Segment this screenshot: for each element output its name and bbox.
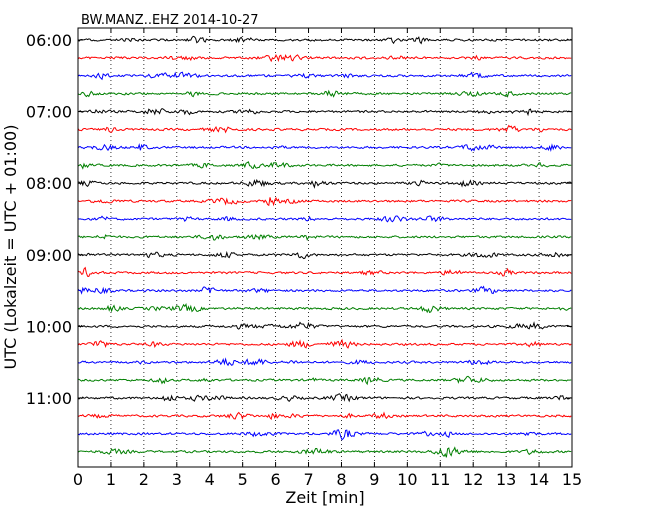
seismogram-trace [77,107,572,117]
seismogram-trace [77,266,572,278]
seismogram-trace [77,124,572,134]
x-tick-label: 8 [336,470,346,489]
x-tick-label: 7 [303,470,313,489]
traces [77,35,572,458]
seismogram-trace [77,375,572,386]
x-tick-label: 11 [430,470,450,489]
seismogram-trace [77,161,572,170]
y-tick-label: 07:00 [26,103,72,122]
seismogram-trace [77,411,572,421]
chart-title: BW.MANZ..EHZ 2014-10-27 [81,13,259,28]
x-tick-label: 1 [106,470,116,489]
seismogram-trace [77,71,572,81]
seismogram-trace [77,196,572,207]
x-tick-label: 0 [73,470,83,489]
seismogram-trace [77,429,572,441]
y-tick-label: 10:00 [26,317,72,336]
x-axis-label: Zeit [min] [285,488,364,507]
x-axis: 0 1 2 3 4 5 6 7 8 9 10 11 12 13 14 15 [73,28,582,489]
x-tick-label: 2 [139,470,149,489]
seismogram-trace [77,233,572,241]
x-tick-label: 10 [397,470,417,489]
seismogram-trace [77,446,572,458]
x-tick-label: 5 [238,470,248,489]
y-tick-label: 09:00 [26,246,72,265]
seismogram-trace [77,338,572,349]
x-tick-label: 14 [529,470,549,489]
seismogram-trace [77,285,572,295]
x-tick-label: 13 [496,470,516,489]
y-axis: 06:00 07:00 08:00 09:00 10:00 11:00 [26,31,572,408]
seismogram-trace [77,302,572,314]
seismogram-trace [77,393,572,403]
x-tick-label: 9 [369,470,379,489]
y-tick-label: 08:00 [26,174,72,193]
x-tick-label: 4 [205,470,215,489]
x-tick-label: 15 [562,470,582,489]
x-tick-label: 12 [463,470,483,489]
plot-frame [77,27,573,468]
seismogram-trace [77,357,572,367]
seismogram-trace [77,215,572,223]
seismogram-trace [77,143,572,153]
y-tick-label: 06:00 [26,31,72,50]
y-axis-label: UTC (Lokalzeit = UTC + 01:00) [1,125,20,370]
seismogram-trace [77,250,572,260]
seismogram-trace [77,89,572,98]
seismogram-trace [77,178,572,189]
y-tick-label: 11:00 [26,389,72,408]
seismogram-trace [77,53,572,63]
x-tick-label: 6 [271,470,281,489]
x-tick-label: 3 [172,470,182,489]
seismogram-trace [77,321,572,330]
seismogram-trace [77,35,572,45]
